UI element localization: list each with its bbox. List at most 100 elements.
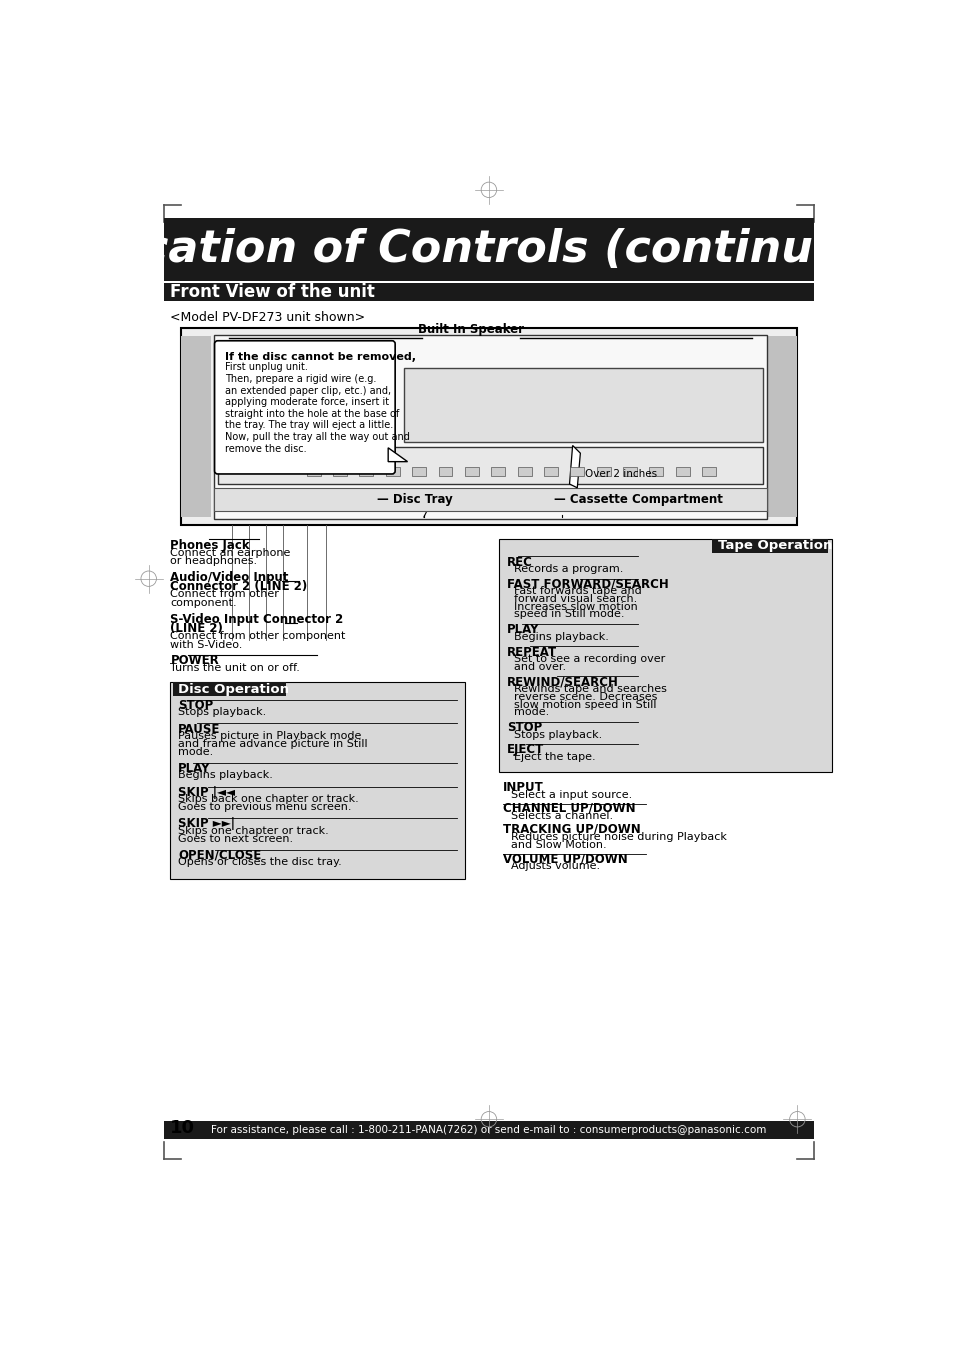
Text: Select a input source.: Select a input source. — [510, 790, 631, 800]
Text: INPUT: INPUT — [502, 781, 543, 794]
Bar — [403, 369, 762, 442]
Text: Connector 2 (LINE 2): Connector 2 (LINE 2) — [171, 580, 307, 593]
Text: Skips back one chapter or track.: Skips back one chapter or track. — [178, 794, 358, 804]
Bar — [498, 539, 831, 771]
Circle shape — [241, 458, 255, 473]
Text: SKIP ►►|: SKIP ►►| — [178, 817, 234, 831]
Text: Turns the unit on or off.: Turns the unit on or off. — [171, 663, 300, 673]
Text: mode.: mode. — [178, 747, 213, 757]
Text: and frame advance picture in Still: and frame advance picture in Still — [178, 739, 368, 748]
Text: First unplug unit.
Then, prepare a rigid wire (e.g.
an extended paper clip, etc.: First unplug unit. Then, prepare a rigid… — [225, 362, 410, 454]
Text: OPEN/CLOSE: OPEN/CLOSE — [178, 848, 261, 862]
Text: Skips one chapter or track.: Skips one chapter or track. — [178, 825, 329, 836]
Bar — [173, 682, 286, 696]
Text: Phones Jack: Phones Jack — [171, 539, 250, 551]
Bar — [766, 336, 796, 517]
Text: — Disc Tray: — Disc Tray — [377, 493, 453, 505]
Bar — [164, 1121, 813, 1139]
Text: Connect from other component: Connect from other component — [171, 631, 345, 642]
Text: 10: 10 — [171, 1120, 195, 1138]
Bar — [181, 328, 796, 524]
Polygon shape — [569, 446, 579, 488]
Text: forward visual search.: forward visual search. — [514, 594, 638, 604]
Text: PLAY: PLAY — [506, 623, 538, 636]
Polygon shape — [388, 447, 407, 462]
Text: Built In Speaker: Built In Speaker — [417, 323, 523, 336]
Text: Eject the tape.: Eject the tape. — [514, 753, 596, 762]
Text: Audio/Video Input: Audio/Video Input — [171, 571, 289, 584]
Bar — [649, 467, 662, 477]
Text: REPEAT: REPEAT — [506, 646, 557, 659]
Text: Disc Operation: Disc Operation — [178, 682, 289, 696]
Bar — [217, 447, 762, 484]
Circle shape — [258, 458, 273, 473]
Text: — Cassette Compartment: — Cassette Compartment — [554, 493, 722, 505]
Text: Stops playback.: Stops playback. — [178, 708, 266, 717]
Text: Front View of the unit: Front View of the unit — [171, 284, 375, 301]
Bar — [307, 467, 320, 477]
Bar — [491, 467, 505, 477]
Circle shape — [224, 458, 238, 473]
Bar — [213, 488, 766, 511]
Text: Over 2 inches: Over 2 inches — [584, 469, 657, 478]
Text: Connect from other: Connect from other — [171, 589, 279, 600]
Bar — [711, 539, 827, 553]
Text: (LINE 2): (LINE 2) — [171, 621, 223, 635]
Text: Goes to next screen.: Goes to next screen. — [178, 834, 293, 843]
Bar — [622, 467, 637, 477]
Bar — [596, 467, 610, 477]
Text: Rewinds tape and searches: Rewinds tape and searches — [514, 684, 667, 694]
Bar — [701, 467, 716, 477]
Text: POWER: POWER — [171, 654, 219, 667]
Bar — [359, 467, 373, 477]
Text: STOP: STOP — [178, 698, 213, 712]
Circle shape — [275, 458, 290, 473]
Text: Connect an earphone: Connect an earphone — [171, 549, 291, 558]
Text: CHANNEL UP/DOWN: CHANNEL UP/DOWN — [502, 802, 635, 815]
Text: Pauses picture in Playback mode: Pauses picture in Playback mode — [178, 731, 361, 742]
Text: REC: REC — [506, 555, 532, 569]
Text: STOP: STOP — [506, 721, 541, 734]
Bar — [675, 467, 689, 477]
Text: FAST FORWARD/SEARCH: FAST FORWARD/SEARCH — [506, 578, 668, 590]
Text: slow motion speed in Still: slow motion speed in Still — [514, 700, 657, 709]
Text: mode.: mode. — [514, 708, 549, 717]
Text: and over.: and over. — [514, 662, 566, 671]
Text: SKIP |◄◄: SKIP |◄◄ — [178, 786, 234, 798]
Text: Begins playback.: Begins playback. — [514, 632, 609, 642]
Bar — [438, 467, 452, 477]
Text: EJECT: EJECT — [506, 743, 543, 757]
Text: Increases slow motion: Increases slow motion — [514, 601, 638, 612]
Bar — [412, 467, 426, 477]
Text: reverse scene. Decreases: reverse scene. Decreases — [514, 692, 658, 703]
Bar — [213, 335, 766, 519]
Bar — [164, 219, 813, 281]
Text: component.: component. — [171, 598, 236, 608]
Text: and Slow Motion.: and Slow Motion. — [510, 840, 605, 851]
Text: S-Video Input Connector 2: S-Video Input Connector 2 — [171, 612, 343, 626]
Text: or headphones.: or headphones. — [171, 557, 257, 566]
Text: VOLUME UP/DOWN: VOLUME UP/DOWN — [502, 852, 627, 865]
FancyBboxPatch shape — [214, 340, 395, 474]
Text: TRACKING UP/DOWN: TRACKING UP/DOWN — [502, 823, 640, 836]
Bar — [181, 336, 211, 517]
Text: For assistance, please call : 1-800-211-PANA(7262) or send e-mail to : consumerp: For assistance, please call : 1-800-211-… — [211, 1125, 766, 1135]
Bar — [333, 467, 347, 477]
Text: with S-Video.: with S-Video. — [171, 639, 242, 650]
Text: Records a program.: Records a program. — [514, 565, 623, 574]
Text: Reduces picture noise during Playback: Reduces picture noise during Playback — [510, 832, 726, 842]
Text: speed in Still mode.: speed in Still mode. — [514, 609, 624, 620]
Text: Location of Controls (continued): Location of Controls (continued) — [83, 228, 894, 272]
Bar — [385, 467, 399, 477]
Text: PAUSE: PAUSE — [178, 723, 220, 736]
Text: Adjusts volume.: Adjusts volume. — [510, 862, 599, 871]
Bar — [570, 467, 583, 477]
Bar — [517, 467, 531, 477]
Text: Goes to previous menu screen.: Goes to previous menu screen. — [178, 802, 352, 812]
Text: Tape Operation: Tape Operation — [717, 539, 831, 553]
Bar — [164, 282, 813, 301]
Text: If the disc cannot be removed,: If the disc cannot be removed, — [225, 351, 416, 362]
Text: <Model PV-DF273 unit shown>: <Model PV-DF273 unit shown> — [171, 311, 365, 324]
Text: PLAY: PLAY — [178, 762, 211, 775]
Text: Set to see a recording over: Set to see a recording over — [514, 654, 665, 665]
